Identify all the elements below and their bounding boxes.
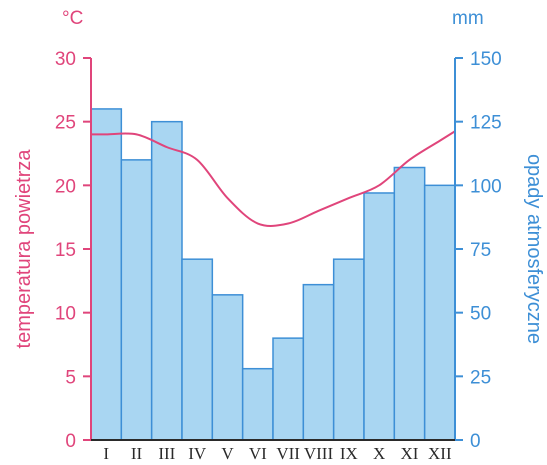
month-label-X: X (373, 444, 385, 463)
left-tick-label-0: 0 (65, 431, 76, 452)
left-tick-label-15: 15 (55, 240, 76, 261)
month-label-VIII: VIII (304, 444, 334, 463)
month-label-V: V (221, 444, 234, 463)
precip-bar-XII (423, 184, 456, 441)
precip-bar-IX (332, 258, 365, 441)
month-labels: I II III IV V VI VII VIII IX X XI XII (103, 444, 452, 463)
temperature-line (91, 130, 456, 227)
right-tick-label-150: 150 (470, 49, 502, 70)
month-label-VI: VI (249, 444, 267, 463)
precip-bar-X (363, 192, 396, 441)
right-axis-unit: mm (452, 8, 484, 29)
month-label-I: I (103, 444, 109, 463)
precip-bar-I (90, 108, 123, 441)
month-label-IX: IX (340, 444, 358, 463)
left-tick-label-25: 25 (55, 113, 76, 134)
right-tick-label-75: 75 (470, 240, 491, 261)
precipitation-bars (90, 108, 456, 441)
precip-bar-IV (181, 258, 214, 441)
precip-bar-VIII (302, 283, 335, 441)
right-axis-ticks: 0 25 50 75 100 125 150 (455, 49, 502, 452)
left-tick-label-5: 5 (65, 367, 76, 388)
precip-bar-II (120, 159, 153, 441)
month-label-II: II (131, 444, 143, 463)
right-tick-label-0: 0 (470, 431, 481, 452)
left-tick-label-20: 20 (55, 176, 76, 197)
right-tick-label-100: 100 (470, 176, 502, 197)
precip-bar-V (211, 294, 244, 441)
left-axis-unit: °C (62, 8, 83, 29)
left-axis-ticks: 0 5 10 15 20 25 30 (55, 49, 91, 452)
right-tick-label-50: 50 (470, 304, 491, 325)
left-axis-title: temperatura powietrza (13, 149, 35, 349)
precip-bar-XI (393, 166, 426, 441)
precip-bar-VII (272, 337, 305, 441)
month-label-VII: VII (276, 444, 300, 463)
precip-bar-VI (241, 367, 274, 441)
right-axis-title: opady atmosferyczne (523, 154, 545, 344)
right-tick-label-125: 125 (470, 113, 502, 134)
left-tick-label-30: 30 (55, 49, 76, 70)
precip-bar-III (150, 120, 183, 441)
month-label-XII: XII (428, 444, 452, 463)
month-label-XI: XI (401, 444, 419, 463)
month-label-III: III (158, 444, 175, 463)
month-label-IV: IV (188, 444, 207, 463)
left-tick-label-10: 10 (55, 304, 76, 325)
right-tick-label-25: 25 (470, 367, 491, 388)
